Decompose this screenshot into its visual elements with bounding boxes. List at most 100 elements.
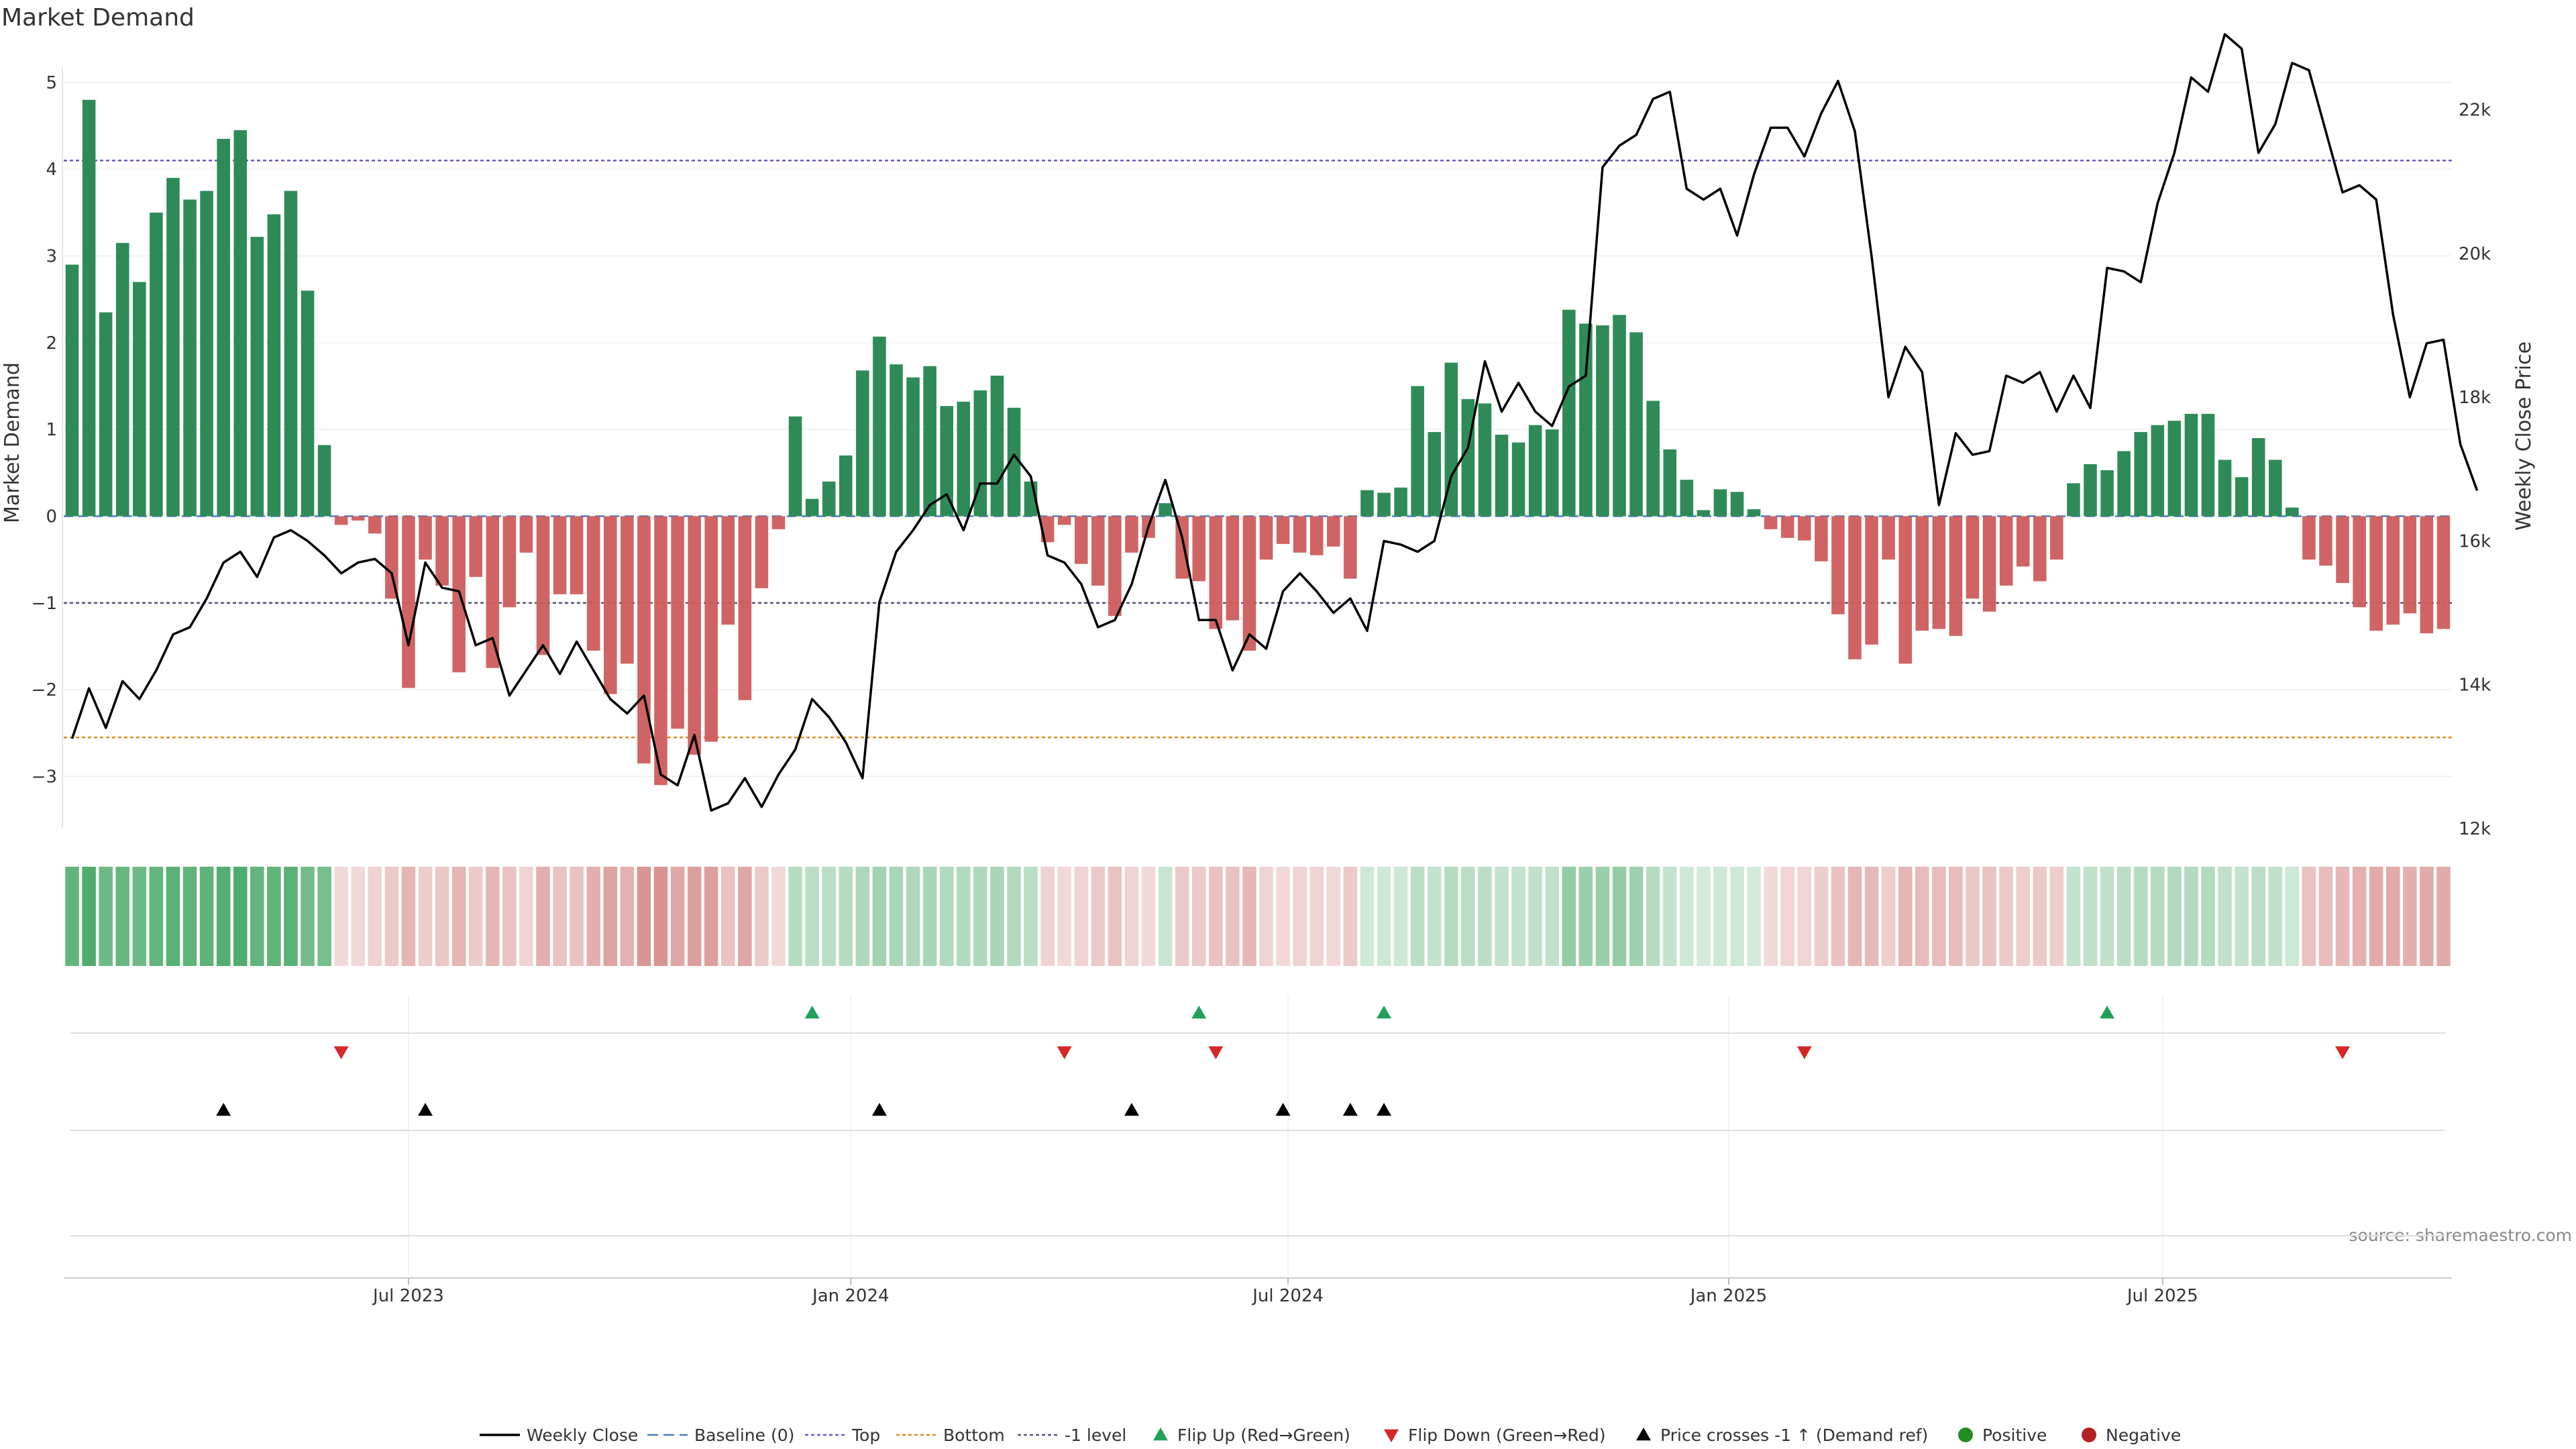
strip-cell	[1242, 867, 1256, 966]
demand-bar	[1949, 516, 1963, 636]
legend-label: Price crosses -1 ↑ (Demand ref)	[1660, 1426, 1928, 1445]
strip-cell	[603, 867, 618, 966]
legend-label: Top	[851, 1426, 880, 1445]
y-tick-label: 4	[46, 160, 57, 180]
demand-bar	[788, 416, 802, 517]
y-tick-label: 1	[46, 420, 57, 440]
strip-cell	[182, 867, 197, 966]
strip-cell	[1410, 867, 1425, 966]
strip-cell	[1393, 867, 1408, 966]
strip-cell	[687, 867, 702, 966]
legend-swatch	[2082, 1428, 2096, 1442]
demand-bar	[1360, 490, 1374, 517]
demand-bar	[2218, 460, 2232, 517]
y2-tick-label: 14k	[2459, 676, 2491, 696]
demand-bar	[402, 516, 415, 688]
demand-bar	[2100, 470, 2114, 517]
strip-cell	[1697, 867, 1711, 966]
strip-cell	[939, 867, 954, 966]
demand-bar	[1562, 309, 1576, 517]
strip-cell	[2116, 867, 2131, 966]
demand-bar	[1344, 516, 1357, 579]
legend-label: Bottom	[943, 1426, 1005, 1445]
demand-bar	[1159, 503, 1172, 517]
demand-bar	[2050, 516, 2063, 560]
demand-bar	[1798, 516, 1811, 541]
strip-cell	[1326, 867, 1341, 966]
demand-bar	[873, 336, 886, 517]
demand-bar	[1629, 332, 1643, 517]
strip-cell	[1057, 867, 1071, 966]
demand-bar	[1596, 325, 1609, 517]
demand-bar	[1932, 516, 1946, 629]
strip-cell	[2302, 867, 2316, 966]
demand-bar	[1259, 516, 1273, 560]
y-tick-label: −3	[32, 767, 57, 787]
demand-bar	[940, 406, 953, 517]
strip-cell	[1999, 867, 2013, 966]
legend-label: Baseline (0)	[694, 1426, 794, 1445]
x-tick-label: Jul 2023	[372, 1286, 444, 1306]
strip-cell	[1309, 867, 1324, 966]
flip-down-marker	[1796, 1046, 1812, 1059]
demand-bar	[1848, 516, 1862, 659]
strip-cell	[1478, 867, 1492, 966]
price-cross-marker	[1377, 1103, 1392, 1116]
price-cross-marker	[871, 1103, 887, 1116]
strip-cell	[553, 867, 567, 966]
strip-cell	[721, 867, 735, 966]
strip-cell	[1175, 867, 1189, 966]
strip-cell	[2352, 867, 2367, 966]
strip-cell	[1915, 867, 1929, 966]
demand-bar	[755, 516, 769, 588]
strip-cell	[570, 867, 584, 966]
strip-cell	[1612, 867, 1627, 966]
demand-bar	[990, 376, 1004, 517]
demand-bar	[704, 516, 718, 742]
demand-bar	[604, 516, 617, 694]
demand-bar	[1428, 432, 1442, 517]
demand-bar	[586, 516, 600, 651]
demand-bar	[1226, 516, 1240, 621]
strip-cell	[1427, 867, 1442, 966]
demand-bar	[1865, 516, 1878, 645]
demand-bar	[1730, 492, 1744, 517]
strip-cell	[771, 867, 786, 966]
demand-bar	[2403, 516, 2417, 614]
strip-cell	[284, 867, 298, 966]
demand-bar	[1999, 516, 2013, 586]
legend-label: Weekly Close	[527, 1426, 638, 1445]
demand-bars	[65, 99, 2451, 786]
strip-cell	[922, 867, 937, 966]
strip-cell	[384, 867, 399, 966]
strip-cell	[65, 867, 79, 966]
y2-axis-ticks: 22k 20k 18k 16k 14k 12k	[2459, 101, 2491, 839]
strip-cell	[1024, 867, 1038, 966]
demand-bar	[2336, 516, 2349, 584]
demand-bar	[957, 401, 971, 517]
strip-cell	[1007, 867, 1021, 966]
y-tick-label: 3	[46, 247, 57, 267]
legend-label: Flip Down (Green→Red)	[1408, 1426, 1606, 1445]
strip-cell	[233, 867, 248, 966]
demand-bar	[233, 130, 248, 517]
demand-bar	[923, 366, 936, 517]
legend-label: Flip Up (Red→Green)	[1177, 1426, 1350, 1445]
strip-cell	[2268, 867, 2283, 966]
demand-bar	[1545, 429, 1559, 517]
demand-bar	[334, 516, 348, 525]
demand-bar	[570, 516, 584, 594]
demand-bar	[1125, 516, 1138, 553]
demand-bar	[267, 214, 281, 517]
strip-cell	[1293, 867, 1307, 966]
strip-cell	[2285, 867, 2300, 966]
reference-lines	[64, 160, 2452, 739]
demand-bar	[1209, 516, 1223, 629]
flip-up-marker	[1377, 1006, 1392, 1019]
strip-cell	[435, 867, 449, 966]
strip-cell	[468, 867, 483, 966]
strip-cell	[906, 867, 920, 966]
strip-cell	[1528, 867, 1542, 966]
strip-cell	[267, 867, 281, 966]
